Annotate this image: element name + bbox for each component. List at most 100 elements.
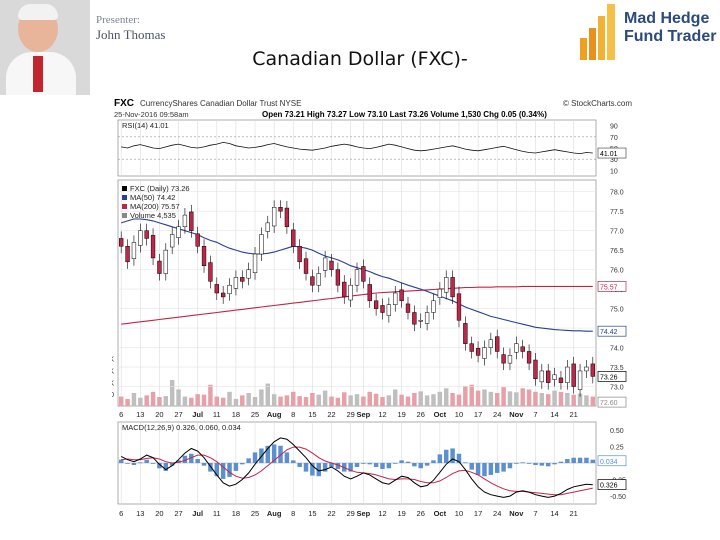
macd-histogram-bar — [329, 463, 334, 467]
candle-body — [475, 348, 481, 356]
volume-bar — [176, 389, 181, 406]
macd-histogram-bar — [182, 455, 188, 463]
candle-body — [405, 303, 411, 313]
volume-bar — [526, 389, 532, 406]
volume-bar — [577, 393, 583, 406]
volume-bar — [443, 388, 449, 406]
legend-swatch — [122, 204, 127, 209]
candle-body — [144, 230, 149, 239]
volume-bar — [533, 391, 538, 406]
price-last-tag-box — [597, 281, 627, 292]
candle-body — [252, 253, 258, 273]
legend-entry: Volume 4,535 — [130, 211, 176, 220]
macd-histogram-bar — [144, 459, 149, 463]
x-axis-label: 27 — [174, 509, 182, 518]
candle-body — [284, 207, 290, 228]
macd-histogram-bar — [278, 445, 283, 463]
macd-histogram-bar — [577, 457, 583, 463]
candle-body — [322, 257, 328, 271]
candle-body — [437, 288, 443, 298]
candle-body — [335, 269, 341, 286]
volume-bar — [163, 396, 169, 406]
price-tick-label: 76.5 — [610, 248, 624, 255]
volume-bar — [399, 394, 404, 406]
candle-body — [444, 277, 449, 293]
volume-bar — [514, 392, 519, 406]
macd-histogram-bar — [303, 463, 309, 472]
rsi-tick-label: 90 — [610, 124, 618, 131]
candle-body — [501, 354, 506, 364]
chart-description: CurrencyShares Canadian Dollar Trust NYS… — [140, 99, 301, 108]
x-axis-label: 6 — [119, 509, 123, 518]
macd-histogram-bar — [539, 463, 545, 466]
candle-body — [227, 284, 232, 295]
candle-body — [278, 207, 283, 212]
x-axis-label: 10 — [455, 410, 463, 419]
x-axis-label: 29 — [346, 509, 354, 518]
candle-body — [450, 277, 455, 298]
macd-histogram-bar — [520, 462, 525, 464]
x-axis-label: 27 — [174, 410, 182, 419]
candle-body — [195, 233, 200, 247]
volume-bar — [157, 397, 162, 406]
volume-bar — [488, 391, 494, 406]
volume-bar — [329, 396, 334, 406]
candle-body — [546, 370, 551, 383]
x-axis-label: 17 — [474, 410, 482, 419]
volume-bar — [265, 383, 271, 406]
x-axis-label: Oct — [434, 509, 447, 518]
x-axis-label: 26 — [417, 509, 425, 518]
price-last-tag: 75.57 — [600, 284, 618, 291]
candle-body — [354, 269, 360, 286]
rsi-line — [121, 141, 593, 155]
macd-histogram-bar — [208, 463, 213, 472]
volume-bar — [322, 390, 328, 406]
x-axis-label: 7 — [533, 410, 537, 419]
volume-bar — [475, 390, 481, 406]
candle-body — [495, 336, 500, 352]
macd-histogram-bar — [201, 463, 207, 466]
candle-body — [424, 312, 430, 324]
chart-svg: FXC CurrencyShares Canadian Dollar Trust … — [95, 98, 633, 518]
macd-histogram-bar — [475, 463, 481, 475]
x-axis-label: Jul — [192, 509, 203, 518]
volume-bar — [463, 385, 468, 406]
price-tick-label: 75.0 — [610, 307, 624, 314]
volume-bar — [552, 390, 557, 406]
x-axis-label: 8 — [291, 410, 295, 419]
candle-body — [552, 374, 557, 380]
volume-bar — [144, 395, 149, 406]
macd-histogram-bar — [233, 463, 239, 471]
mad-hedge-logo: Mad Hedge Fund Trader — [578, 2, 720, 62]
volume-bar — [507, 391, 513, 406]
macd-histogram-bar — [507, 463, 513, 469]
x-axis-label: 10 — [455, 509, 463, 518]
x-axis-label: 29 — [346, 410, 354, 419]
candle-body — [412, 312, 417, 325]
candle-body — [361, 266, 366, 282]
volume-bar — [412, 393, 417, 406]
macd-histogram-bar — [240, 463, 245, 465]
macd-histogram-bar — [405, 461, 411, 463]
volume-bar — [208, 384, 213, 406]
volume-bar — [571, 394, 576, 406]
volume-bar — [316, 394, 321, 406]
macd-histogram-bar — [265, 445, 271, 463]
macd-histogram-bar — [118, 459, 124, 463]
macd-histogram-bar — [214, 463, 220, 477]
x-axis-label: 18 — [232, 509, 240, 518]
macd-histogram-bar — [424, 463, 430, 466]
candle-body — [584, 366, 589, 372]
volume-bar — [373, 393, 379, 406]
x-axis-label: 19 — [397, 509, 405, 518]
candle-body — [163, 249, 168, 274]
macd-histogram-bar — [565, 459, 570, 463]
chart-symbol: FXC — [114, 98, 134, 109]
candle-body — [431, 300, 436, 313]
rsi-tick-label: 10 — [610, 168, 618, 175]
macd-last-tag-box — [597, 455, 627, 467]
volume-bar — [405, 396, 411, 406]
macd-histogram-bar — [431, 460, 436, 463]
volume-bar — [118, 396, 124, 406]
macd-histogram-bar — [220, 463, 226, 479]
